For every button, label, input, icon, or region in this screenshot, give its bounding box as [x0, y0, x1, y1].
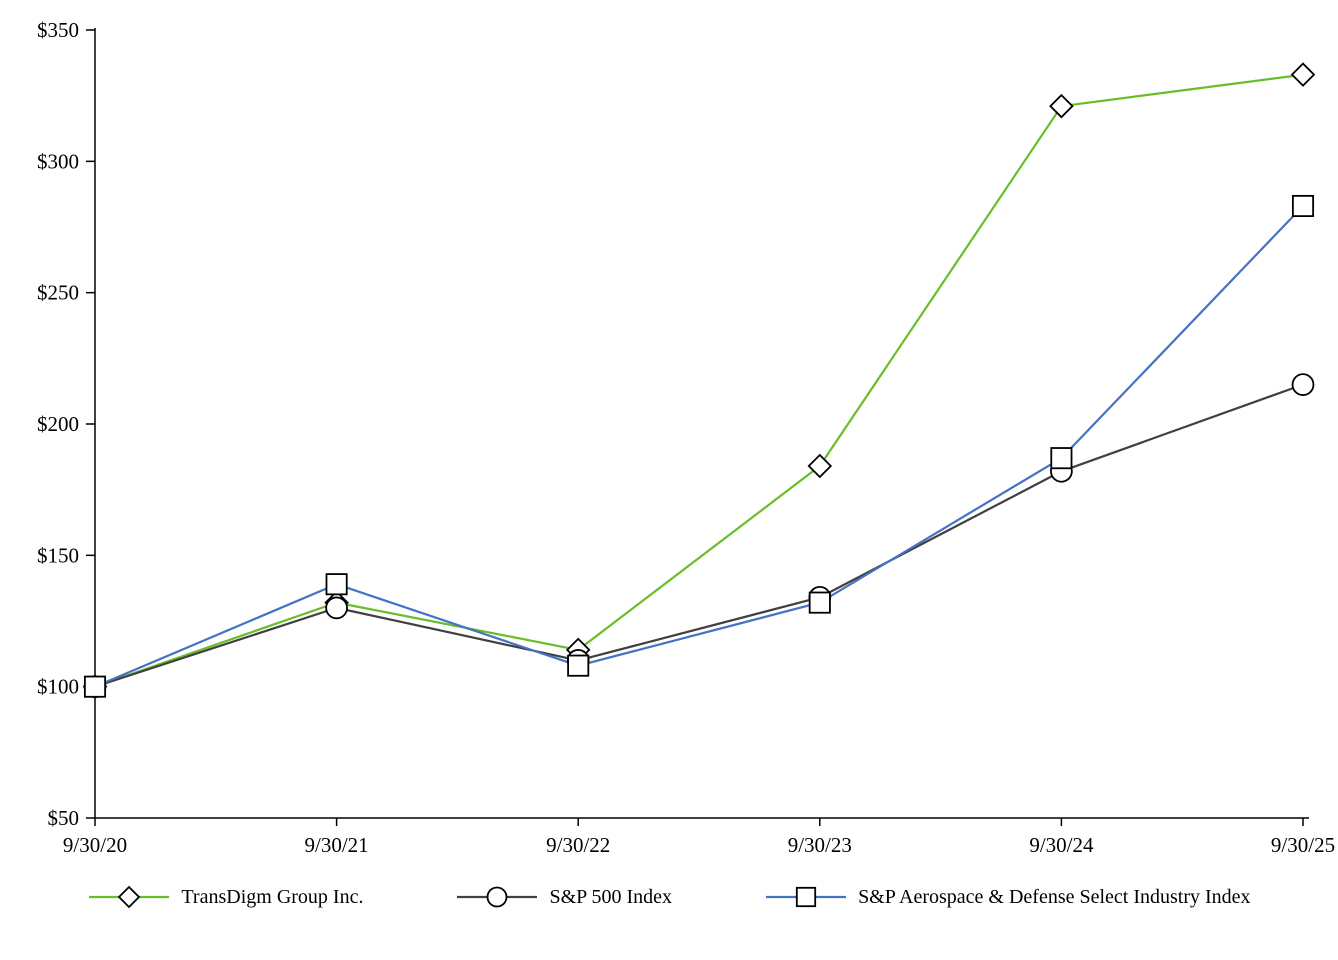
- chart-canvas: $50 $100 $150 $200 $250 $300 $350 9/30/20 9/30/2…: [37, 18, 1335, 857]
- square-marker-icon: [325, 573, 348, 596]
- series-line-transdigm-group-inc: [93, 73, 1305, 688]
- y-tick-label: $50: [48, 806, 80, 830]
- legend-label-transdigm: TransDigm Group Inc.: [181, 885, 364, 908]
- circle-marker-icon: [325, 596, 348, 620]
- x-tick-label: 9/30/21: [305, 833, 369, 857]
- y-tick-label: $300: [37, 149, 79, 173]
- chart-legend: TransDigm Group Inc. S&P 500 Index S&P A…: [0, 884, 1338, 910]
- diamond-marker-icon: [118, 885, 141, 909]
- circle-marker-icon: [1291, 373, 1315, 396]
- legend-item-sp500: S&P 500 Index: [455, 884, 672, 910]
- diamond-marker-icon: [807, 453, 833, 479]
- y-tick-label: $250: [37, 281, 79, 305]
- x-tick-label: 9/30/22: [546, 833, 610, 857]
- x-tick-label: 9/30/25: [1271, 833, 1335, 857]
- x-tick-label: 9/30/23: [788, 833, 852, 857]
- x-tick-label: 9/30/20: [63, 833, 127, 857]
- legend-item-transdigm: TransDigm Group Inc.: [87, 884, 363, 910]
- x-tick-label: 9/30/24: [1029, 833, 1094, 857]
- y-tick-label: $200: [37, 412, 79, 436]
- diamond-marker-icon: [1049, 93, 1074, 119]
- square-marker-icon: [1050, 447, 1073, 470]
- circle-marker-icon: [457, 886, 538, 908]
- legend-label-sp-aerospace: S&P Aerospace & Defense Select Industry …: [858, 885, 1251, 908]
- series-line-s-p-500-index: [93, 383, 1305, 688]
- square-marker-icon: [766, 886, 847, 908]
- diamond-marker-icon: [89, 885, 170, 909]
- square-marker-icon: [808, 591, 831, 614]
- diamond-marker-icon: [1290, 62, 1316, 87]
- square-marker-icon: [1291, 194, 1315, 218]
- y-tick-label: $150: [37, 543, 79, 567]
- y-tick-label: $100: [37, 675, 79, 699]
- square-marker-icon: [567, 654, 590, 677]
- square-marker-icon: [83, 675, 107, 698]
- legend-item-sp-aerospace: S&P Aerospace & Defense Select Industry …: [764, 884, 1251, 910]
- circle-marker-icon: [487, 886, 508, 908]
- series-line-s-p-aerospace-defense-select-industry-index: [93, 204, 1305, 688]
- y-tick-label: $350: [37, 18, 79, 42]
- legend-label-sp500: S&P 500 Index: [549, 885, 673, 908]
- square-marker-icon: [795, 886, 817, 908]
